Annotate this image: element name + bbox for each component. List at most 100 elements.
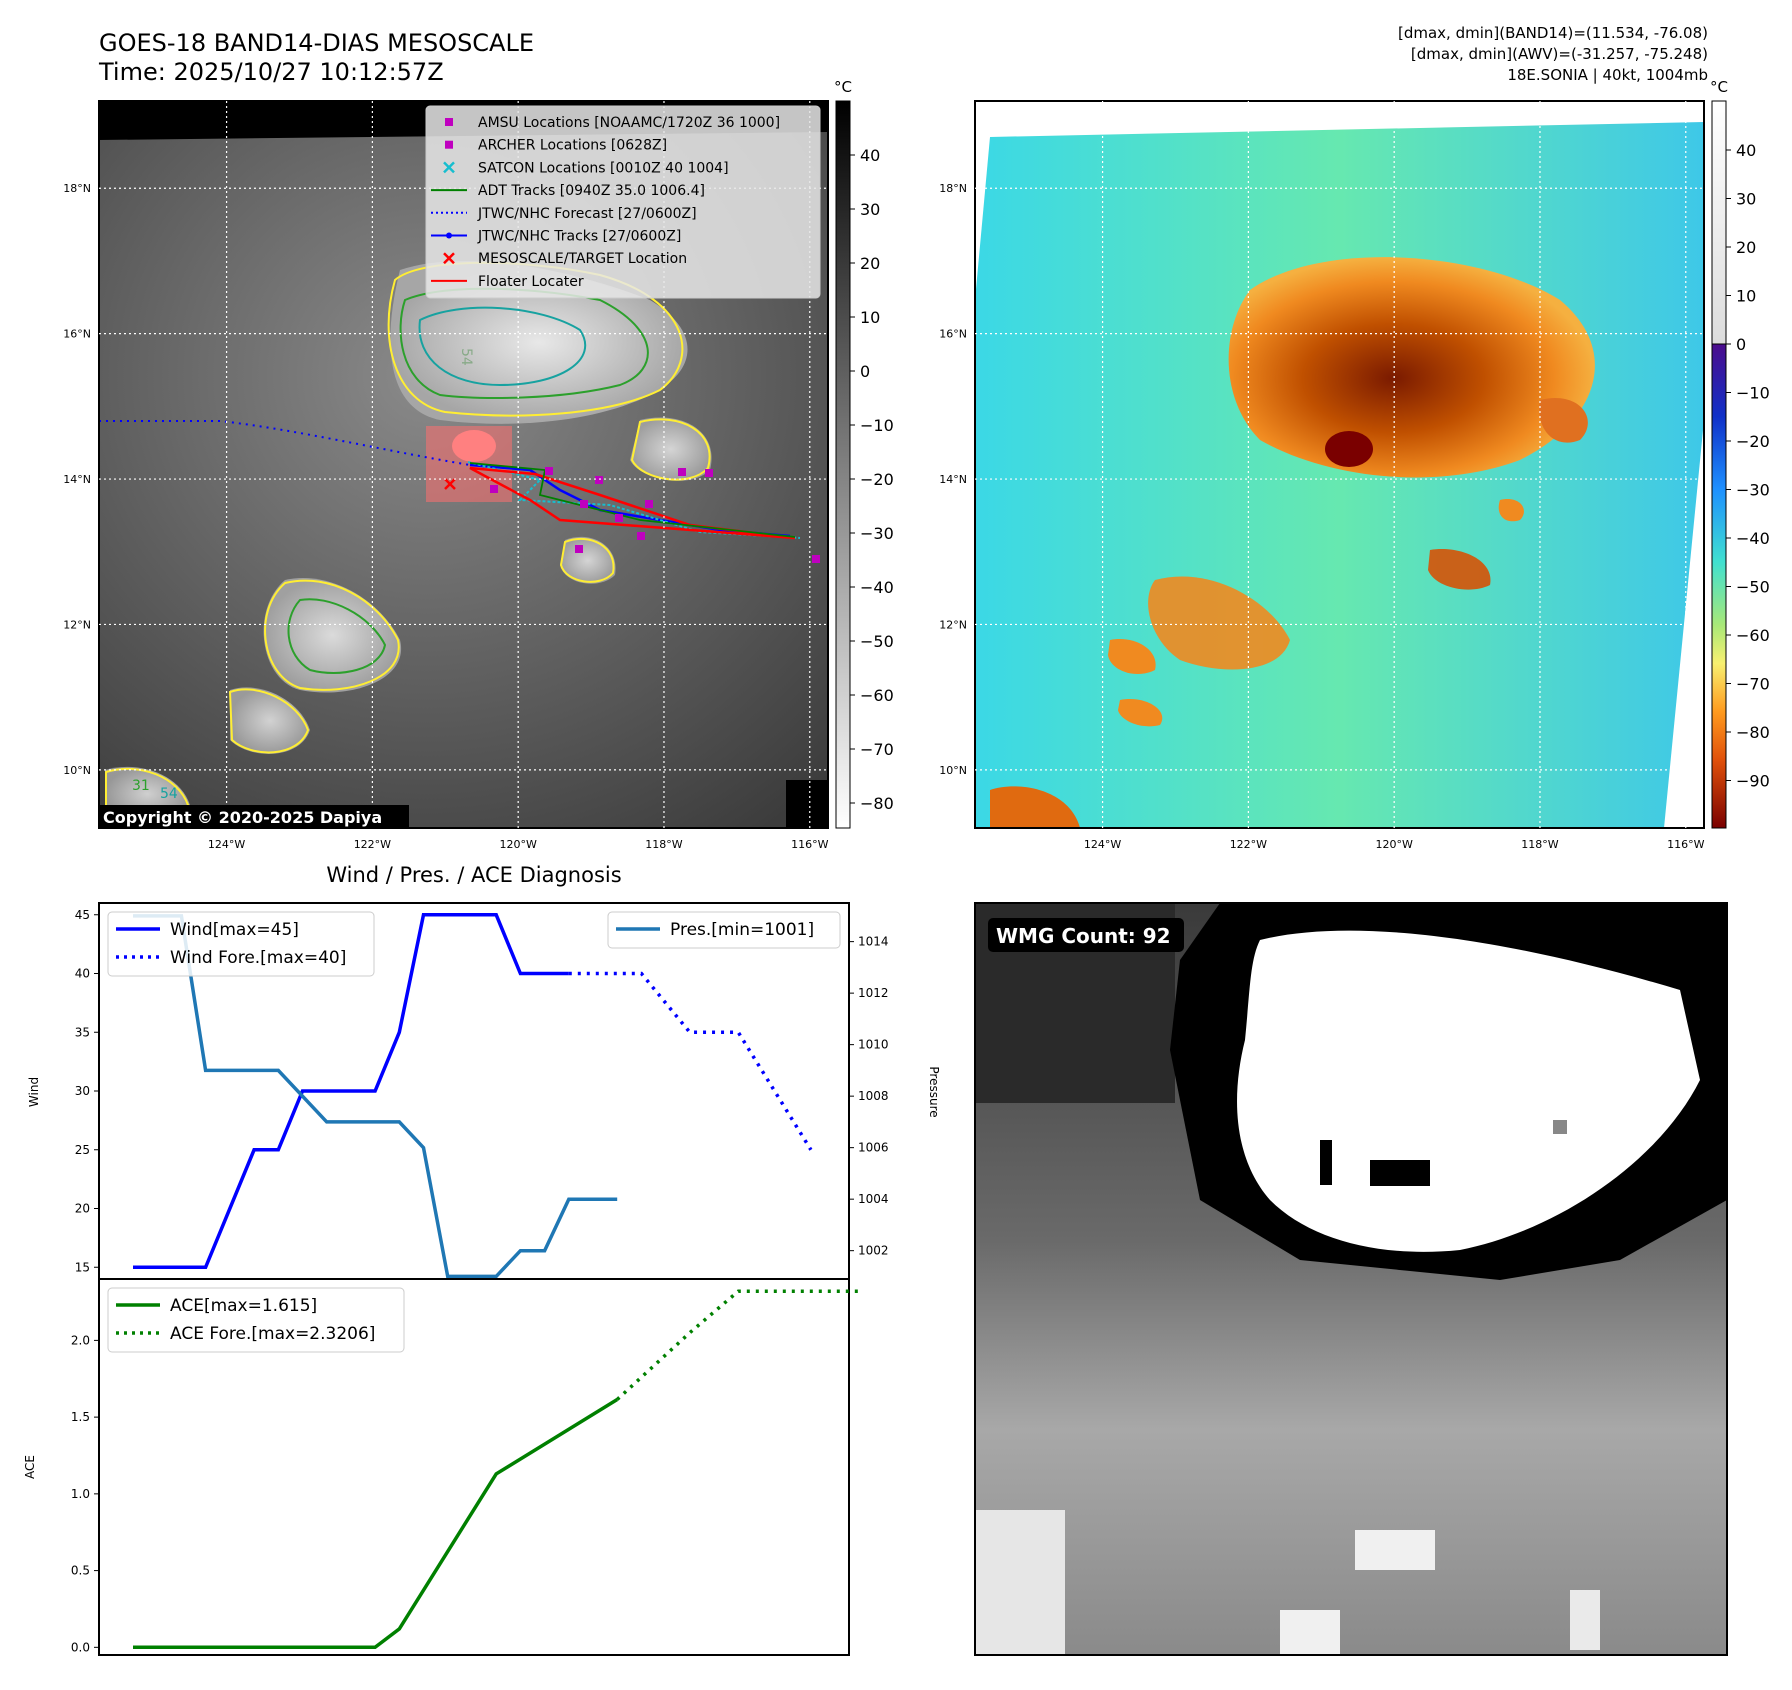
colorbar-tick-label: −40 xyxy=(860,578,894,597)
color-colorbar-unit: °C xyxy=(1710,78,1728,96)
colorbar-tick-label: −50 xyxy=(1736,578,1770,597)
mesoscale-target-marker xyxy=(444,478,456,490)
lon-label: 124°W xyxy=(208,838,245,851)
series-line-2 xyxy=(133,914,618,1279)
gray-colorbar: °C 40 30 20 10 0 −10 −20 −30 −40 −50 −60 −70 −80 xyxy=(834,78,894,829)
lat-label: 10°N xyxy=(63,764,91,777)
colorbar-tick-label: −50 xyxy=(860,632,894,651)
legend-marker-square xyxy=(445,140,453,149)
colorbar-tick-label: −60 xyxy=(1736,626,1770,645)
pressure-legend: Pres.[min=1001] xyxy=(607,911,841,949)
map2-lon-labels: 124°W 122°W 120°W 118°W 116°W xyxy=(1084,838,1705,851)
legend-ace-forecast: ACE Fore.[max=2.3206] xyxy=(170,1324,375,1344)
legend-wind-forecast: Wind Fore.[max=40] xyxy=(170,948,346,968)
colorbar-tick-label: −90 xyxy=(1736,772,1770,791)
lon-label: 116°W xyxy=(1667,838,1704,851)
colorbar-tick-label: −20 xyxy=(860,470,894,489)
colorbar-tick-label: −20 xyxy=(1736,432,1770,451)
legend-marker-x xyxy=(443,252,455,265)
gray-colorbar-unit: °C xyxy=(834,78,852,96)
colorbar-tick-label: −40 xyxy=(1736,529,1770,548)
storm-core xyxy=(1325,431,1373,467)
legend-ace: ACE[max=1.615] xyxy=(170,1296,317,1316)
pressure-tick-label: 1012 xyxy=(858,986,889,1000)
ace-tick-label: 1.5 xyxy=(71,1410,90,1424)
dmax-band14: [dmax, dmin](BAND14)=(11.534, -76.08) xyxy=(1398,24,1708,42)
colorbar-tick-label: 40 xyxy=(860,146,880,165)
lon-label: 120°W xyxy=(1375,838,1412,851)
legend-label: SATCON Locations [0010Z 40 1004] xyxy=(478,160,729,176)
lat-label: 18°N xyxy=(939,182,967,195)
pressure-axis-label: Pressure xyxy=(927,1066,941,1117)
colorbar-tick-label: −30 xyxy=(860,524,894,543)
lat-label: 12°N xyxy=(939,618,967,631)
ace-series-line-0 xyxy=(133,1398,619,1650)
wind-tick-label: 40 xyxy=(75,967,90,981)
copyright-badge xyxy=(99,805,409,829)
lon-label: 118°W xyxy=(645,838,682,851)
series-line-1 xyxy=(568,971,813,1151)
lat-label: 10°N xyxy=(939,764,967,777)
wind-tick-label: 25 xyxy=(75,1143,90,1157)
legend-label: JTWC/NHC Forecast [27/0600Z] xyxy=(477,206,697,222)
map2-gridlines xyxy=(975,101,1704,828)
colorbar-tick-label: 0 xyxy=(860,362,870,381)
wind-tick-label: 30 xyxy=(75,1084,90,1098)
wmg-frame xyxy=(974,902,1728,1656)
ace-tick-label: 2.0 xyxy=(71,1333,90,1347)
lat-label: 16°N xyxy=(63,328,91,341)
map2-frame xyxy=(974,100,1705,829)
contour-label: 54 xyxy=(160,786,178,802)
ace-axis-label: ACE xyxy=(23,1455,37,1479)
colorbar-tick-label: 20 xyxy=(860,254,880,273)
legend-label: MESOSCALE/TARGET Location xyxy=(478,251,687,267)
copyright-text: Copyright © 2020-2025 Dapiya xyxy=(103,808,382,827)
figure-title: GOES-18 BAND14-DIAS MESOSCALE xyxy=(99,29,534,57)
colorbar-tick-label: −60 xyxy=(860,686,894,705)
wind-tick-label: 45 xyxy=(75,908,90,922)
colorbar-tick-label: −80 xyxy=(860,794,894,813)
wmg-panel: WMG Count: 92 xyxy=(974,902,1728,1656)
ace-chart: ACE 0.0 0.5 1.0 1.5 2.0 ACE[max=1.615] ACE F… xyxy=(23,1278,860,1656)
legend-label: ARCHER Locations [0628Z] xyxy=(478,138,667,154)
lat-label: 14°N xyxy=(63,473,91,486)
colorbar-tick-label: 20 xyxy=(1736,238,1756,257)
pressure-tick-label: 1002 xyxy=(858,1244,889,1258)
pressure-tick-label: 1008 xyxy=(858,1089,889,1103)
contour-label: 31 xyxy=(132,778,150,794)
lon-label: 116°W xyxy=(791,838,828,851)
legend-pressure: Pres.[min=1001] xyxy=(670,920,814,940)
colorbar-tick-label: −70 xyxy=(860,740,894,759)
colorbar-tick-label: −80 xyxy=(1736,723,1770,742)
ace-tick-label: 0.5 xyxy=(71,1564,90,1578)
lat-label: 12°N xyxy=(63,618,91,631)
color-colorbar: °C 40 30 20 10 0 −10 −20 −30 −40 −50 −60 −70 −80 −90 xyxy=(1710,78,1770,829)
wmg-eyewall xyxy=(1237,930,1700,1252)
colorbar-tick-label: 30 xyxy=(860,200,880,219)
pressure-tick-label: 1010 xyxy=(858,1038,889,1052)
map1-lat-labels: 18°N 16°N 14°N 12°N 10°N xyxy=(63,182,91,777)
wind-legend: Wind[max=45] Wind Fore.[max=40] xyxy=(107,911,375,977)
lon-label: 124°W xyxy=(1084,838,1121,851)
legend-label: JTWC/NHC Tracks [27/0600Z] xyxy=(477,229,681,245)
wmg-count-badge xyxy=(988,918,1184,952)
eye-marker xyxy=(452,430,496,462)
colorbar-tick-label: −10 xyxy=(860,416,894,435)
contour-label: 54 xyxy=(458,348,474,366)
colorbar-tick-label: −70 xyxy=(1736,675,1770,694)
lon-label: 122°W xyxy=(1230,838,1267,851)
adt-track xyxy=(469,462,796,538)
legend-marker-square xyxy=(445,118,453,126)
storm-cloud-shield xyxy=(1228,257,1595,478)
wmg-count-text: WMG Count: 92 xyxy=(996,924,1171,948)
colorbar-tick-label: 10 xyxy=(860,308,880,327)
lon-label: 122°W xyxy=(354,838,391,851)
archer-amsu-markers xyxy=(490,467,820,563)
colorbar-tick-label: 10 xyxy=(1736,287,1756,306)
wind-pressure-chart: Wind Pressure 15 20 25 30 35 40 45 1002 1004 1006… xyxy=(27,902,941,1280)
ace-legend: ACE[max=1.615] ACE Fore.[max=2.3206] xyxy=(107,1287,405,1353)
colorbar-tick-label: 30 xyxy=(1736,190,1756,209)
legend-label: AMSU Locations [NOAAMC/1720Z 36 1000] xyxy=(478,115,780,131)
ir-grayscale-map: 54 31 54 18°N16 xyxy=(63,100,829,851)
